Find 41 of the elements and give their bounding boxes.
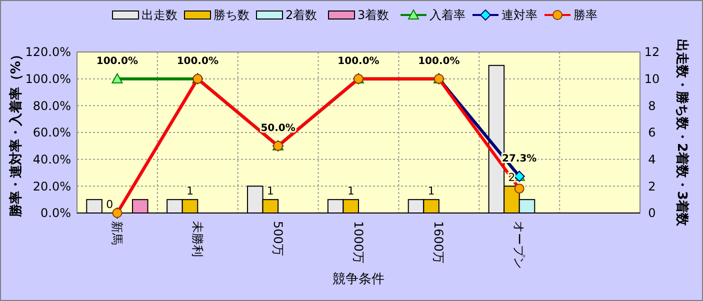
legend-label: 2着数 [286, 8, 318, 22]
legend-label: 入着率 [430, 8, 466, 22]
data-label: 100.0% [338, 56, 380, 67]
data-label: 100.0% [418, 56, 460, 67]
y-tick-label: 20.0% [32, 179, 71, 194]
y-tick-label: 80.0% [32, 98, 71, 113]
legend-label: 勝ち数 [214, 8, 250, 22]
legend-label: 3着数 [358, 8, 390, 22]
legend-label: 連対率 [502, 8, 538, 22]
y2-tick-label: 0 [648, 206, 656, 220]
y2-axis-title: 出走数・勝ち数・2着数・3着数 [674, 38, 690, 228]
y2-tick-label: 2 [648, 179, 656, 194]
data-label: 1 [347, 184, 354, 198]
data-label: 0 [106, 198, 114, 211]
point [112, 73, 123, 84]
x-tick-label: 未勝利 [190, 221, 204, 257]
y-tick-label: 40.0% [32, 152, 71, 167]
legend-label: 勝率 [574, 8, 598, 22]
y2-tick-label: 8 [648, 98, 656, 113]
x-tick-label: 1600万 [432, 221, 446, 264]
data-label: 100.0% [176, 56, 218, 67]
x-axis-title: 競争条件 [332, 272, 384, 287]
data-label: 100.0% [96, 56, 138, 67]
y2-tick-label: 4 [648, 152, 656, 167]
y-tick-label: 60.0% [32, 126, 71, 140]
x-tick-label: 新馬 [110, 221, 124, 245]
data-label: 1 [266, 184, 274, 198]
y-tick-label: 120.0% [25, 45, 71, 60]
y-axis-title: 勝率・連対率・入着率（%） [8, 48, 24, 218]
y2-tick-label: 6 [648, 126, 656, 140]
y2-tick-label: 10 [644, 72, 660, 86]
legend-label: 出走数 [142, 8, 178, 22]
x-tick-label: 1000万 [351, 221, 366, 264]
data-label: 1 [186, 184, 194, 198]
data-label: 1 [428, 184, 435, 198]
data-label: 50.0% [260, 122, 296, 134]
y-tick-label: 100.0% [25, 72, 71, 86]
y-tick-label: 0.0% [40, 206, 71, 220]
x-tick-label: オープン [512, 221, 526, 269]
x-tick-label: 500万 [270, 221, 285, 256]
y2-tick-label: 12 [644, 45, 660, 60]
